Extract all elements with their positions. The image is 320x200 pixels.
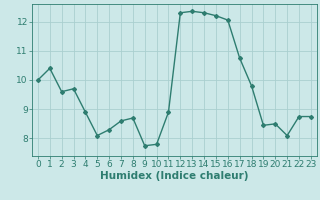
X-axis label: Humidex (Indice chaleur): Humidex (Indice chaleur) [100, 171, 249, 181]
